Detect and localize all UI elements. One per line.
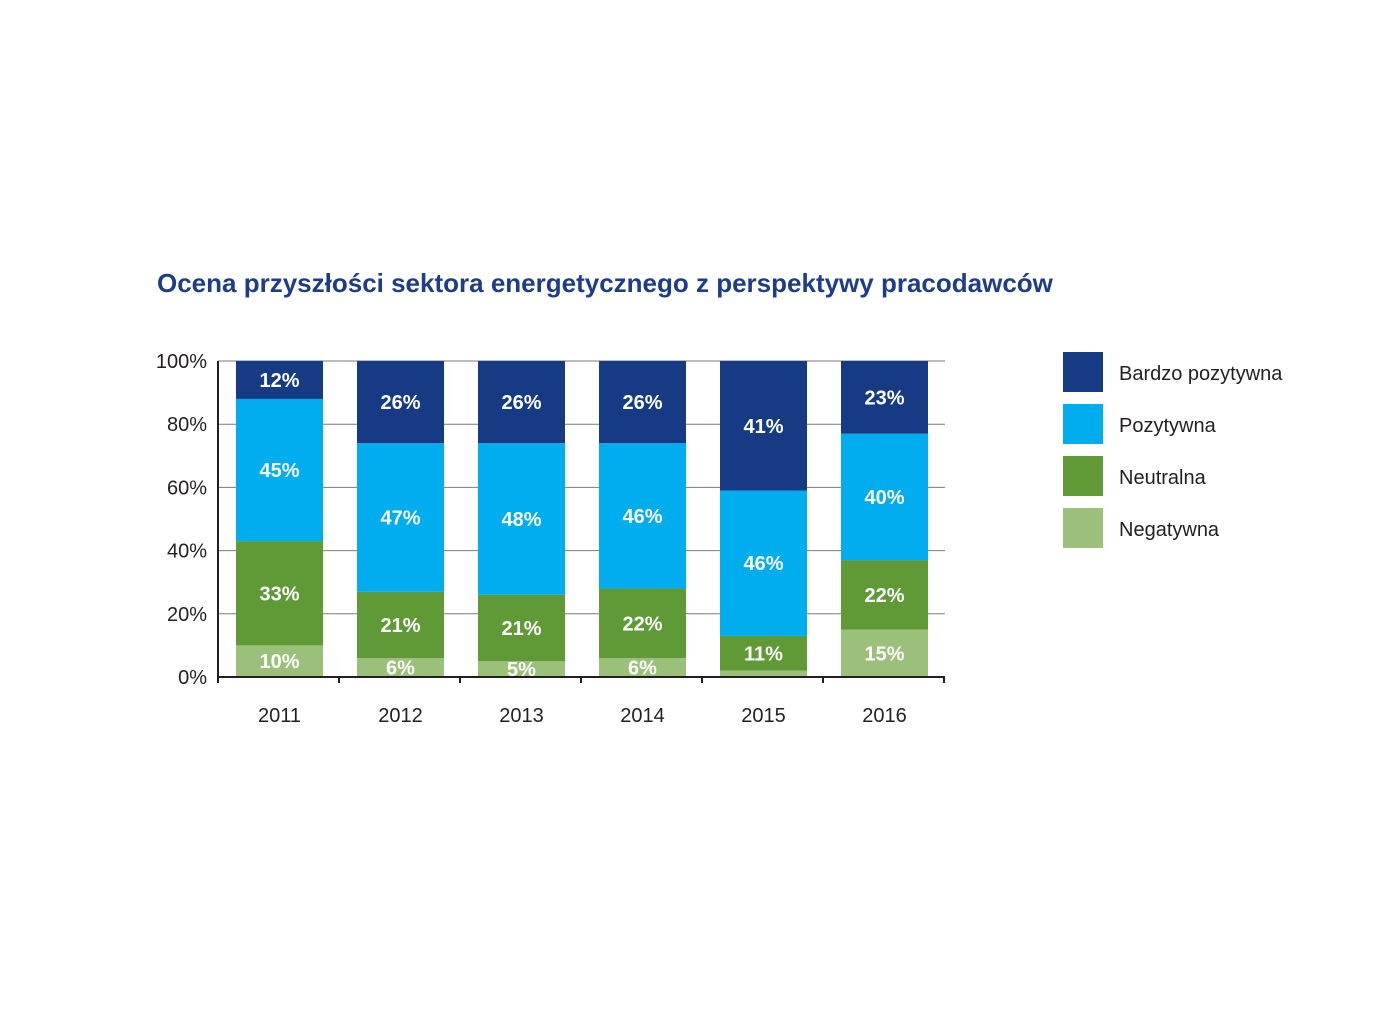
bar-segment [357,591,444,659]
bar-segment [478,443,565,595]
data-label: 10% [259,651,299,673]
y-tick-label: 0% [178,667,207,689]
legend-swatch [1063,404,1103,444]
data-label: 48% [501,509,541,531]
data-label: 21% [501,618,541,640]
y-tick-label: 60% [167,477,207,499]
bar-segment [720,361,807,491]
data-label: 41% [743,416,783,438]
y-tick-label: 80% [167,414,207,436]
data-label: 26% [622,392,662,414]
bar-segment [599,361,686,444]
data-label: 11% [744,643,783,665]
bar-segment [357,443,444,592]
x-tick-label: 2015 [741,705,786,727]
data-label: 6% [628,658,657,680]
data-label: 5% [507,659,536,681]
data-label: 12% [259,370,299,392]
x-tick-label: 2012 [378,705,423,727]
bar-segment [720,635,807,671]
legend-swatch [1063,508,1103,548]
y-tick-label: 40% [167,541,207,563]
data-label: 15% [864,643,904,665]
bar-segment [841,560,928,630]
legend-label: Negatywna [1119,519,1220,541]
bar-segment [599,658,686,677]
x-tick-label: 2016 [862,705,907,727]
bar-segment [357,361,444,444]
data-label: 45% [259,460,299,482]
x-tick-label: 2011 [258,705,301,727]
data-label: 23% [864,387,904,409]
data-label: 6% [386,658,415,680]
bar-segment [236,645,323,677]
bar-segment [599,443,686,589]
bar-segment [599,588,686,659]
legend-label: Pozytywna [1119,415,1217,437]
legend-swatch [1063,352,1103,392]
data-label: 26% [380,392,420,414]
bar-segment [841,433,928,561]
legend-swatch [1063,456,1103,496]
data-label: 21% [380,615,420,637]
bar-segment [478,361,565,444]
data-label: 40% [864,487,904,509]
bar-segment [236,398,323,542]
bar-segment [478,594,565,662]
y-tick-label: 100% [156,351,207,373]
x-tick-label: 2014 [620,705,665,727]
data-label: 26% [501,392,541,414]
bar-segment [236,541,323,646]
bar-segment [720,670,807,677]
chart-title: Ocena przyszłości sektora energetycznego… [157,268,1053,298]
data-label: 46% [622,506,662,528]
bar-segment [478,661,565,677]
data-label: 33% [259,583,299,605]
legend-label: Neutralna [1119,467,1207,489]
data-label: 47% [380,507,420,529]
data-label: 46% [743,553,783,575]
bar-segment [357,658,444,677]
bar-segment [720,490,807,636]
data-label: 22% [864,585,904,607]
legend-label: Bardzo pozytywna [1119,363,1283,385]
bar-segment [236,361,323,399]
x-tick-label: 2013 [499,705,544,727]
data-label: 22% [622,613,662,635]
y-tick-label: 20% [167,604,207,626]
bar-segment [841,629,928,677]
bar-segment [841,361,928,434]
